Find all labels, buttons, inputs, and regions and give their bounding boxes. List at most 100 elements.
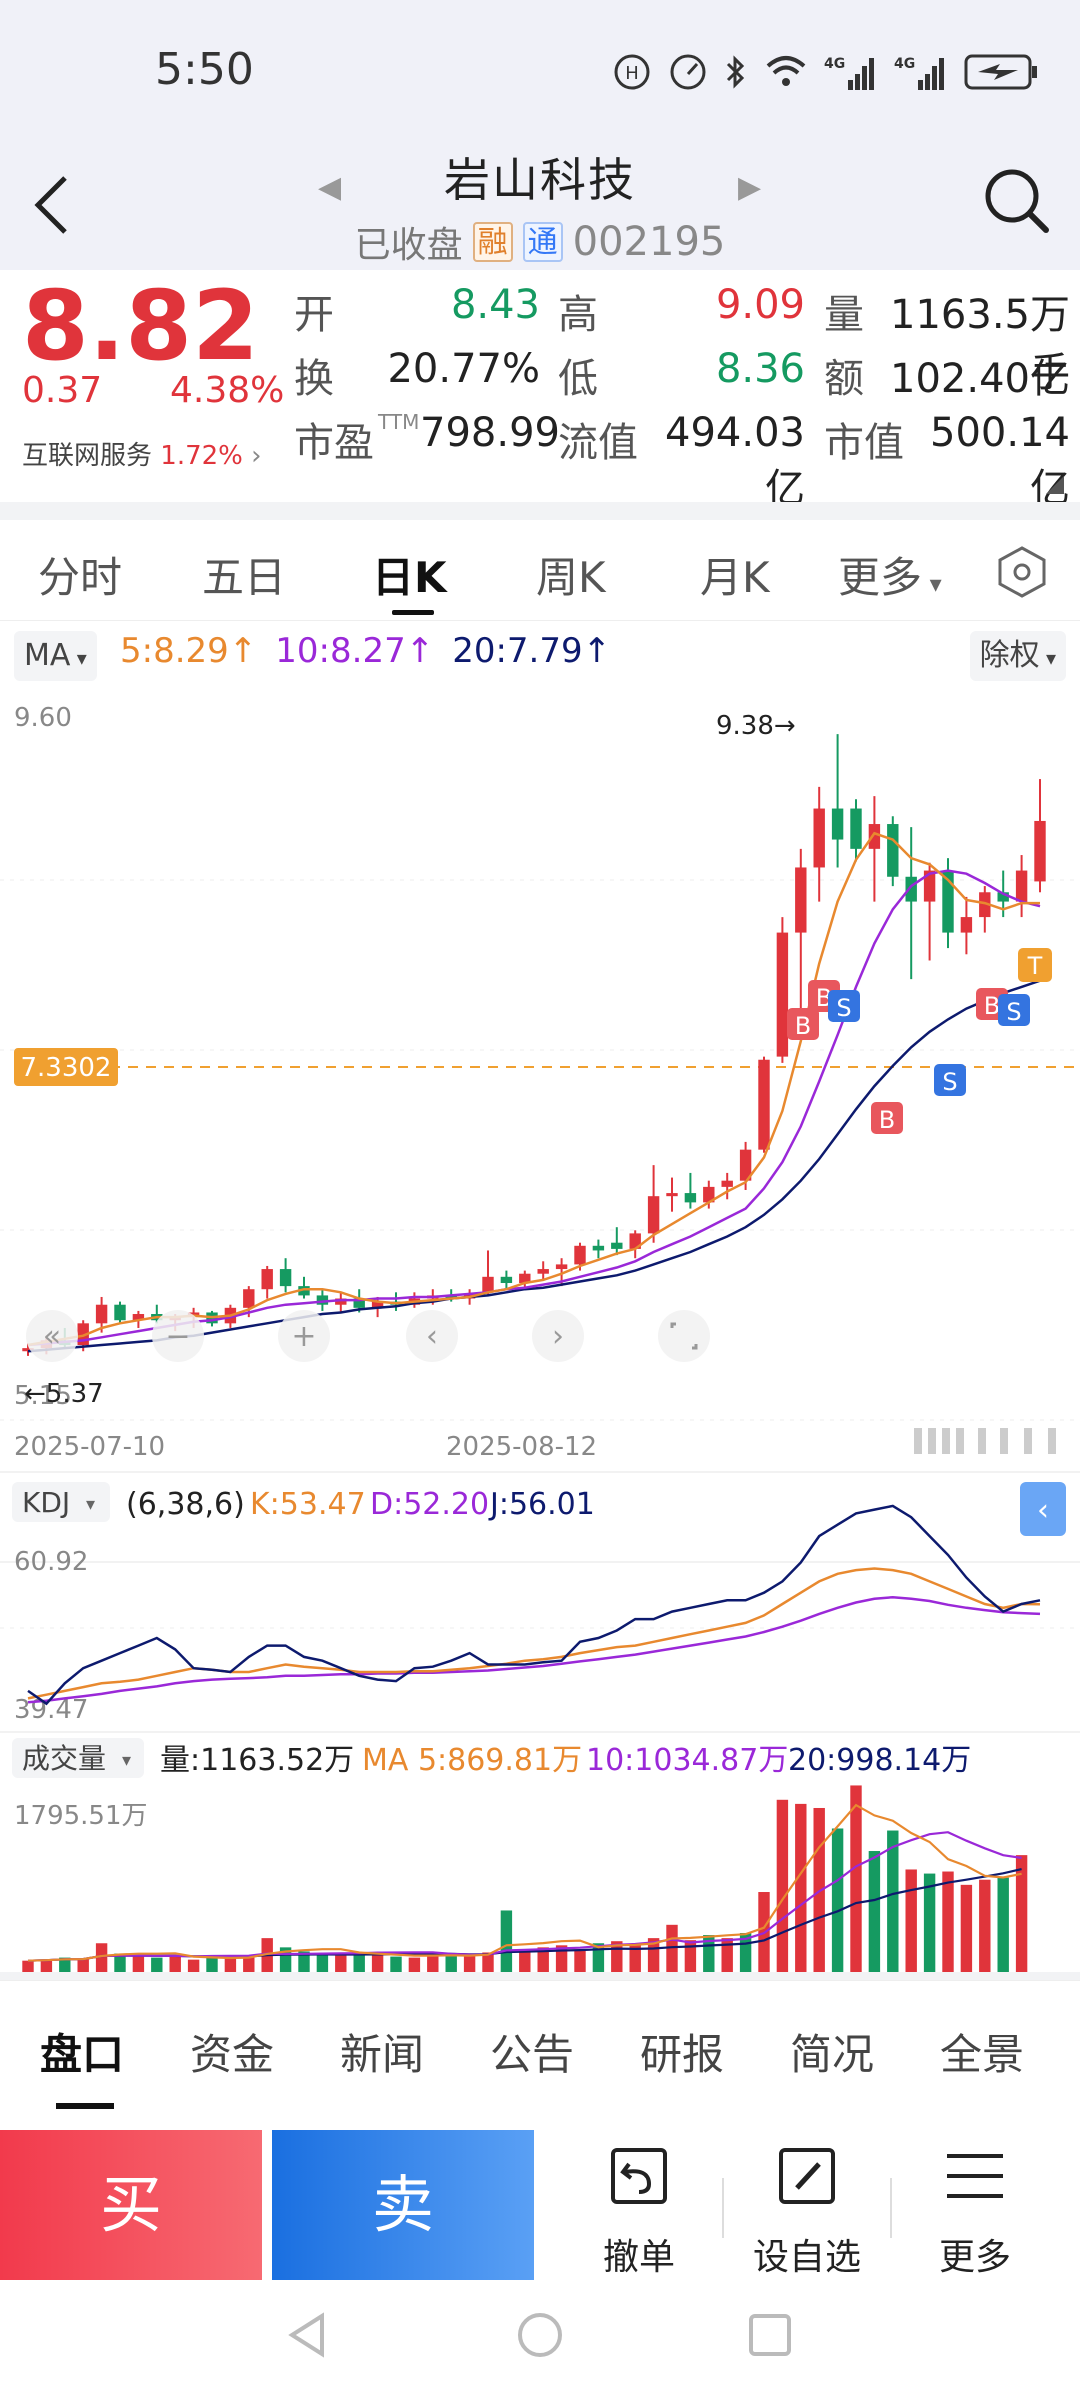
volume-bar [629,1945,641,1974]
volume-bar [390,1956,402,1974]
tab-monthly-k[interactable]: 月K [700,553,770,602]
more-button[interactable]: 更多 [890,2146,1060,2278]
open-label: 开 [294,292,334,338]
add-watchlist-button[interactable]: 设自选 [722,2146,892,2278]
volume-ma20: 20:998.14万 [788,1743,971,1778]
trade-markers: B B S B S B S T [787,948,1052,1134]
volume-bar [500,1910,513,1974]
tab-weekly-k[interactable]: 周K [536,553,606,602]
candle-body [574,1245,586,1265]
tab-five-day[interactable]: 五日 [202,553,287,602]
volume-bar [592,1943,605,1974]
ma20-value: 20:7.79↑ [452,631,612,671]
signal-4g-icon: 4G [824,56,874,90]
kline-chart[interactable]: 9.60 5.15 2025-07-10 2025-08-12 7.3302 9… [0,690,1080,1980]
volume-bar [114,1953,126,1974]
tab-capital[interactable]: 资金 [190,2030,275,2079]
pe-sup: TTM [378,410,420,434]
sell-button[interactable]: 卖 [272,2130,534,2280]
ma-selector[interactable]: MA ▾ [14,631,97,681]
zoom-in-button[interactable]: + [278,1310,330,1362]
prev-button[interactable]: ‹ [406,1310,458,1362]
search-button[interactable] [976,160,1056,240]
volume-bar [703,1935,715,1974]
tab-announcements[interactable]: 公告 [490,2030,575,2079]
cancel-order-icon [611,2148,667,2204]
nav-home-icon[interactable] [515,2310,565,2360]
candle-body [795,867,807,933]
caret-down-icon: ▾ [922,570,942,598]
candle-body [261,1269,273,1290]
industry-link[interactable]: 互联网服务 1.72% › [22,435,262,472]
volume-bar [684,1940,697,1974]
volume-bar [850,1785,862,1974]
svg-text:B: B [984,992,1000,1020]
buy-button[interactable]: 买 [0,2130,262,2280]
candle-body [22,1348,34,1352]
signal-4g-icon: 4G [894,56,944,90]
cancel-order-button[interactable]: 撤单 [554,2146,724,2278]
candle-body [647,1196,660,1234]
candle-body [1015,870,1028,902]
divider [0,1972,1080,1980]
candle-body [243,1289,255,1308]
candle-body [684,1193,697,1203]
ma-values: 5:8.29↑ 10:8.27↑ 20:7.79↑ [120,631,611,671]
volume-ma5: MA 5:869.81万 [362,1743,582,1778]
svg-text:‹: ‹ [426,1319,438,1354]
prev-stock-icon[interactable]: ◀ [318,170,342,205]
volume-bar [59,1957,71,1974]
candle-body [371,1301,384,1308]
volume-bar [574,1949,586,1974]
volume-label: 量 [824,292,864,338]
kdj-selector-label: KDJ [22,1486,70,1519]
volume-bar [335,1955,347,1974]
battery-charging-icon [964,54,1037,90]
peak-price-label: 9.38→ [716,711,796,741]
collapse-panel-button[interactable] [1020,1482,1066,1536]
candle-body [592,1245,605,1251]
zoom-out-button[interactable]: − [152,1310,204,1362]
tab-news[interactable]: 新闻 [340,2030,425,2079]
kdj-selector[interactable] [12,1482,110,1522]
volume-bar [151,1957,163,1974]
volume-selector[interactable] [12,1738,144,1778]
tab-research[interactable]: 研报 [640,2030,725,2079]
volume-bar [243,1955,255,1974]
high-value: 9.09 [715,282,805,328]
adjust-label: 除权 [979,638,1040,673]
caret-down-icon: ▾ [86,1494,95,1515]
tab-daily-k[interactable]: 日K [372,553,447,602]
tab-intraday[interactable]: 分时 [38,553,123,602]
expand-corner-icon[interactable] [1046,476,1064,494]
candle-body [77,1323,89,1346]
nav-recents-icon[interactable] [745,2310,795,2360]
tab-orderbook[interactable]: 盘口 [40,2030,125,2079]
candle-body [132,1314,145,1321]
tab-more[interactable]: 更多 ▾ [838,544,942,605]
volume-bar [831,1828,844,1974]
candles-layer [22,734,1046,1356]
volume-bar [224,1958,237,1974]
adjust-selector[interactable]: 除权 ▾ [969,631,1066,681]
svg-text:«: « [43,1319,61,1354]
next-stock-icon[interactable]: ▶ [738,170,762,205]
pe-label: 市盈 [294,420,374,466]
volume-bar [427,1955,439,1974]
back-button[interactable] [20,170,90,240]
candle-body [703,1186,715,1203]
tab-profile[interactable]: 简况 [790,2030,875,2079]
candle-body [666,1193,678,1197]
tab-panorama[interactable]: 全景 [940,2030,1025,2079]
ma5-line [27,831,1040,1347]
svg-text:S: S [1006,998,1021,1026]
volume-bar [555,1945,568,1974]
candle-body [353,1298,365,1308]
settings-hexagon-icon[interactable] [994,544,1050,600]
nav-back-icon[interactable] [282,2310,332,2360]
fullscreen-button[interactable] [658,1310,710,1362]
next-button[interactable]: › [532,1310,584,1362]
fast-back-button[interactable]: « [26,1310,78,1362]
status-bar: 5:50 H 4G 4G [0,0,1080,140]
low-label: 低 [558,356,598,402]
